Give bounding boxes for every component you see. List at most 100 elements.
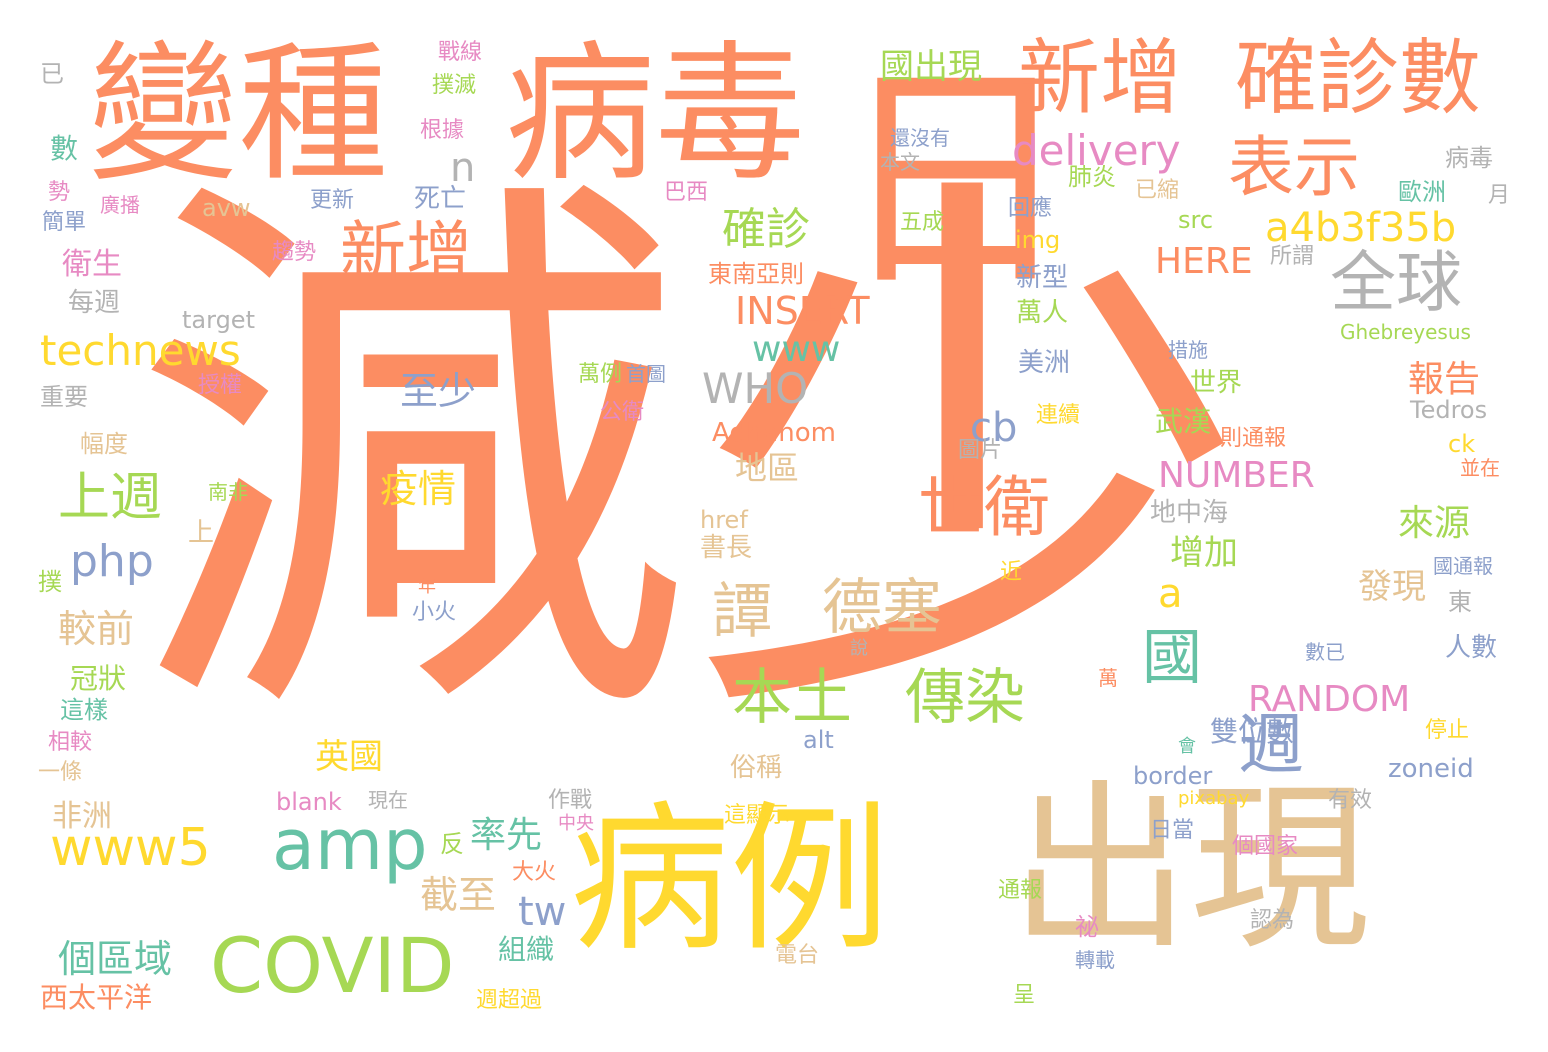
word-63: ck <box>1448 430 1476 458</box>
word-13: 德塞 <box>822 573 942 643</box>
word-47: 發現 <box>1358 567 1426 607</box>
word-69: 更新 <box>310 188 355 213</box>
word-28: www <box>752 329 841 370</box>
word-7: 確診數 <box>1235 31 1482 126</box>
word-3: 日 <box>835 40 1076 320</box>
word-23: php <box>70 536 154 587</box>
word-86: 相較 <box>48 730 93 755</box>
word-71: 新型 <box>1016 263 1069 293</box>
word-102: 現在 <box>368 788 408 812</box>
word-125: 國通報 <box>1433 554 1493 578</box>
word-51: Adhanom <box>712 418 836 448</box>
word-109: 說 <box>850 638 868 659</box>
word-144: 撲滅 <box>432 73 477 98</box>
word-73: 美洲 <box>1018 348 1071 378</box>
word-30: RANDOM <box>1248 679 1411 720</box>
word-57: avw <box>202 194 251 222</box>
word-29: INSERT <box>735 289 870 333</box>
word-133: 日當 <box>1150 818 1195 843</box>
word-119: 病毒 <box>1445 144 1493 172</box>
word-33: 國出現 <box>880 47 982 87</box>
word-137: 祕 <box>1075 913 1099 941</box>
word-120: 月 <box>1488 183 1511 208</box>
word-122: 措施 <box>1168 338 1208 362</box>
word-135: 認為 <box>1250 908 1295 933</box>
word-98: 數 <box>50 132 79 165</box>
word-107: 小火 <box>412 600 457 625</box>
word-2: 變種 <box>88 28 389 202</box>
word-75: 武漢 <box>1155 405 1212 438</box>
word-41: cb <box>970 405 1018 451</box>
word-112: 五成 <box>900 210 945 235</box>
word-78: 地中海 <box>1150 498 1229 528</box>
word-82: 西太平洋 <box>40 981 153 1014</box>
word-97: 勢 <box>48 180 71 205</box>
word-123: 並在 <box>1460 456 1500 480</box>
word-114: 本文 <box>880 150 920 174</box>
word-129: 近 <box>1000 560 1023 585</box>
word-139: 通報 <box>998 878 1043 903</box>
word-117: 已縮 <box>1135 178 1180 203</box>
word-14: 本土 <box>732 663 852 733</box>
word-113: 還沒有 <box>890 126 950 150</box>
word-145: 根據 <box>420 118 465 143</box>
word-27: 確診 <box>722 204 810 255</box>
word-100: 撲 <box>38 568 62 596</box>
word-72: 萬人 <box>1016 298 1069 328</box>
word-126: 人數 <box>1445 633 1498 663</box>
word-50: 地區 <box>735 449 800 487</box>
word-96: 趨勢 <box>272 240 317 265</box>
word-136: 呈 <box>1013 983 1036 1008</box>
word-94: 簡單 <box>42 210 87 235</box>
word-67: 首圖 <box>626 362 666 386</box>
word-64: pixabay <box>1178 788 1250 809</box>
word-85: 這樣 <box>60 696 108 724</box>
word-116: 巴西 <box>664 180 709 205</box>
word-93: 南非 <box>208 480 248 504</box>
word-143: 戰線 <box>438 40 483 65</box>
word-6: 新增 <box>1018 31 1183 126</box>
word-108: 年 <box>418 576 436 597</box>
word-104: 中央 <box>558 813 594 834</box>
word-142: 這顯示 <box>724 803 791 828</box>
word-21: technews <box>40 326 241 375</box>
word-11: 世衛 <box>918 469 1050 546</box>
word-49: 較前 <box>58 607 135 651</box>
word-19: amp <box>272 804 428 886</box>
word-106: 大火 <box>512 860 557 885</box>
word-59: img <box>1015 226 1061 254</box>
word-22: 上週 <box>58 468 163 528</box>
word-15: 傳染 <box>905 663 1025 733</box>
word-105: 反 <box>440 830 464 858</box>
word-92: 幅度 <box>80 430 128 458</box>
word-42: a <box>1158 571 1183 617</box>
word-111: 連續 <box>1036 403 1081 428</box>
word-118: 歐洲 <box>1398 178 1446 206</box>
word-0: 減少 <box>130 134 1250 786</box>
word-87: 一條 <box>38 760 83 785</box>
word-17: 週 <box>1238 706 1304 783</box>
word-128: 萬 <box>1098 666 1118 690</box>
word-4: 病例 <box>570 786 891 973</box>
word-90: 重要 <box>40 383 88 411</box>
word-37: 截至 <box>420 873 497 917</box>
word-140: 電台 <box>775 943 820 968</box>
word-9: 新增 <box>340 214 472 291</box>
word-76: 則通報 <box>1220 426 1287 451</box>
word-55: Ghebreyesus <box>1340 320 1471 344</box>
word-84: 冠狀 <box>70 662 127 695</box>
word-1: 病毒 <box>505 28 806 202</box>
word-48: 雙位數 <box>1210 715 1295 748</box>
word-141: 週超過 <box>476 988 543 1013</box>
word-132: 會 <box>1178 736 1196 757</box>
word-88: 每週 <box>68 288 121 318</box>
word-54: Tedros <box>1410 396 1488 424</box>
word-61: alt <box>803 726 834 754</box>
word-5: 出現 <box>1010 765 1371 974</box>
word-79: 書長 <box>700 533 753 563</box>
word-10: 全球 <box>1330 244 1462 321</box>
word-34: 個區域 <box>58 937 173 981</box>
word-65: 東南亞則 <box>708 260 804 288</box>
word-24: delivery <box>1012 126 1181 175</box>
